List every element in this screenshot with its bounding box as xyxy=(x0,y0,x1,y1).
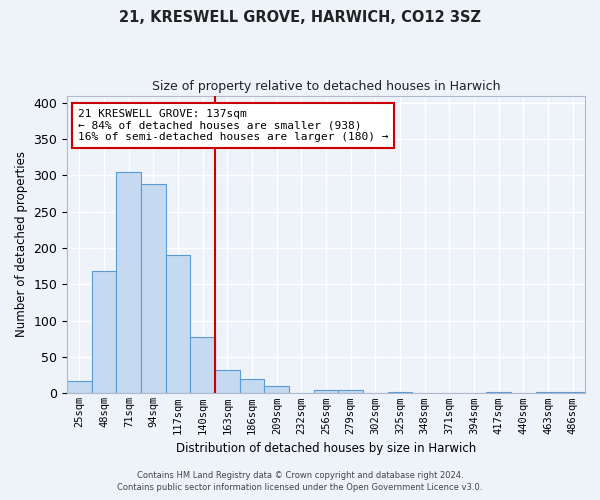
Text: Contains HM Land Registry data © Crown copyright and database right 2024.
Contai: Contains HM Land Registry data © Crown c… xyxy=(118,471,482,492)
Bar xyxy=(240,379,265,394)
Bar xyxy=(388,392,412,394)
Bar xyxy=(166,254,190,394)
Text: 21 KRESWELL GROVE: 137sqm
← 84% of detached houses are smaller (938)
16% of semi: 21 KRESWELL GROVE: 137sqm ← 84% of detac… xyxy=(77,109,388,142)
Title: Size of property relative to detached houses in Harwich: Size of property relative to detached ho… xyxy=(152,80,500,93)
Bar xyxy=(487,392,511,394)
Bar xyxy=(314,390,338,394)
Y-axis label: Number of detached properties: Number of detached properties xyxy=(15,152,28,338)
Bar xyxy=(190,336,215,394)
X-axis label: Distribution of detached houses by size in Harwich: Distribution of detached houses by size … xyxy=(176,442,476,455)
Text: 21, KRESWELL GROVE, HARWICH, CO12 3SZ: 21, KRESWELL GROVE, HARWICH, CO12 3SZ xyxy=(119,10,481,25)
Bar xyxy=(92,272,116,394)
Bar xyxy=(215,370,240,394)
Bar xyxy=(67,381,92,394)
Bar xyxy=(536,392,560,394)
Bar xyxy=(338,390,363,394)
Bar xyxy=(116,172,141,394)
Bar xyxy=(141,184,166,394)
Bar xyxy=(265,386,289,394)
Bar xyxy=(560,392,585,394)
